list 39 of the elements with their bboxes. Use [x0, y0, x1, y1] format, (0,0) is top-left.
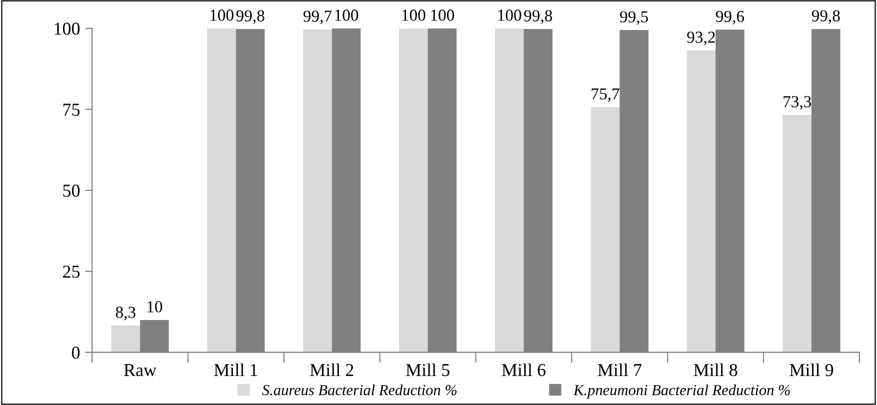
data-label: 99,5	[620, 11, 648, 25]
y-tick-label: 25	[63, 266, 80, 278]
bar	[111, 325, 140, 352]
data-label: 100	[335, 10, 358, 21]
bar	[399, 28, 428, 352]
bar	[590, 107, 620, 352]
bar	[686, 50, 716, 352]
data-label: 99,7	[303, 10, 332, 24]
x-tick-label: Mill 6	[502, 363, 546, 376]
data-label: 75,7	[592, 88, 620, 102]
data-label: 100	[431, 10, 454, 21]
x-tick-label: Mill 9	[790, 363, 834, 376]
data-label: 10	[148, 301, 162, 312]
data-label: 100	[498, 10, 522, 21]
data-label: 99,8	[524, 10, 552, 24]
bar	[782, 114, 812, 352]
legend-label: K.pneumoni Bacterial Reduction %	[573, 384, 790, 398]
bar	[494, 28, 524, 352]
y-tick-label: 100	[54, 22, 80, 35]
data-label: 100	[210, 10, 234, 21]
data-label: 93,2	[687, 32, 715, 46]
bar	[303, 29, 332, 352]
x-tick-label: Raw	[124, 364, 157, 376]
bar	[207, 28, 236, 352]
data-label: 100	[402, 10, 426, 21]
data-label: 99,6	[716, 10, 744, 24]
x-tick-label: Mill 2	[310, 363, 354, 376]
y-tick-label: 75	[63, 104, 80, 116]
legend-label: S.aureus Bacterial Reduction %	[262, 384, 457, 396]
y-tick-label: 50	[63, 184, 80, 197]
x-tick-label: Mill 8	[694, 363, 738, 376]
data-label: 8,3	[116, 306, 136, 320]
x-tick-label: Mill 5	[406, 363, 450, 376]
data-label: 99,8	[236, 10, 264, 24]
x-tick-label: Mill 7	[598, 363, 642, 376]
data-label: 99,8	[812, 10, 840, 24]
y-tick-label: 0	[72, 346, 80, 359]
x-tick-label: Mill 1	[214, 363, 258, 376]
data-label: 73,3	[784, 96, 812, 110]
